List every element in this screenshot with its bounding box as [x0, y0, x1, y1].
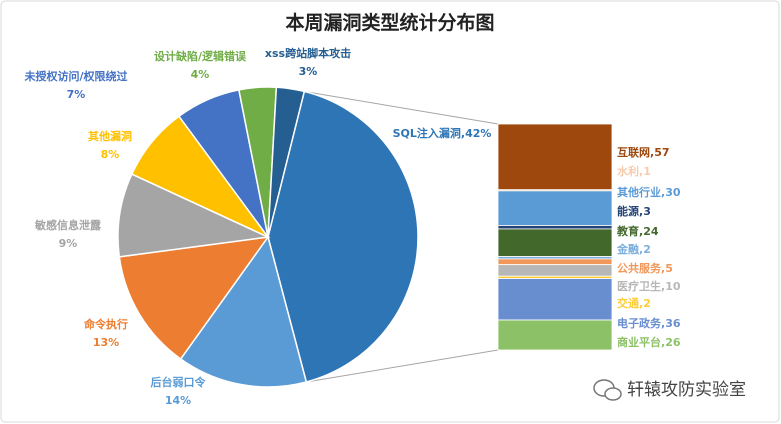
bar-segment — [497, 228, 613, 258]
bar-segment — [497, 258, 613, 266]
watermark: 轩辕攻防实验室 — [627, 380, 746, 400]
bar-segment — [497, 225, 613, 230]
label-separator: , — [661, 336, 665, 349]
label-separator: , — [461, 127, 465, 140]
label-separator: , — [639, 243, 643, 256]
slice-name: 未授权访问/权限绕过 — [23, 69, 127, 83]
slice-name: 后台弱口令 — [151, 375, 207, 389]
slice-value: 42% — [465, 127, 491, 140]
segment-label: 教育,24 — [616, 224, 659, 238]
segment-label: 金融,2 — [616, 242, 651, 256]
label-separator: , — [650, 146, 654, 159]
bar-segment — [497, 319, 613, 351]
segment-label: 电子政务,36 — [617, 316, 681, 330]
segment-value: 2 — [643, 297, 651, 310]
segment-name: 商业平台 — [617, 335, 661, 349]
slice-name: SQL注入漏洞 — [393, 126, 461, 140]
segment-value: 2 — [643, 243, 651, 256]
segment-value: 3 — [643, 205, 651, 218]
segment-label: 能源,3 — [617, 204, 651, 218]
segment-name: 交通 — [617, 296, 639, 310]
pie-slice — [118, 236, 270, 361]
segment-name: 水利 — [617, 164, 639, 178]
segment-label: 商业平台,26 — [617, 335, 681, 349]
segment-name: 教育 — [616, 224, 639, 238]
label-separator: , — [661, 262, 665, 275]
segment-name: 医疗卫生 — [617, 279, 661, 293]
segment-value: 36 — [665, 317, 681, 330]
pie-slice — [267, 90, 419, 383]
slice-name: 命令执行 — [83, 317, 128, 331]
slice-value: 7% — [67, 88, 86, 101]
label-separator: , — [661, 317, 665, 330]
segment-label: 公共服务,5 — [617, 261, 673, 275]
segment-label: 其他行业,30 — [617, 185, 681, 199]
bar-segment — [497, 278, 613, 321]
segment-label: 交通,2 — [617, 296, 651, 310]
bar-segment — [497, 264, 613, 277]
slice-value: 14% — [165, 394, 191, 407]
segment-name: 公共服务 — [617, 261, 662, 275]
chart-title: 本周漏洞类型统计分布图 — [285, 11, 494, 34]
segment-value: 24 — [643, 225, 659, 238]
label-separator: , — [639, 205, 643, 218]
slice-value: 4% — [191, 68, 210, 81]
label-separator: , — [639, 165, 643, 178]
segment-name: 其他行业 — [617, 185, 661, 199]
slice-name: 设计缺陷/逻辑错误 — [154, 49, 247, 63]
segment-name: 能源 — [617, 204, 639, 218]
connector-line — [304, 90, 499, 125]
slice-name: 其他漏洞 — [88, 129, 132, 143]
slice-value: 8% — [101, 148, 120, 161]
segment-label: 互联网,57 — [617, 145, 670, 159]
label-separator: , — [661, 280, 665, 293]
segment-name: 金融 — [616, 242, 639, 256]
label-separator: , — [639, 297, 643, 310]
segment-name: 电子政务 — [617, 316, 662, 330]
watermark-icon — [593, 379, 622, 401]
label-separator: , — [639, 225, 643, 238]
segment-value: 57 — [654, 146, 669, 159]
slice-value: 9% — [59, 237, 78, 250]
segment-name: 互联网 — [617, 145, 650, 159]
segment-label: 水利,1 — [617, 164, 651, 178]
segment-value: 30 — [665, 186, 681, 199]
pie-slice — [117, 173, 271, 258]
bar-segment — [497, 190, 613, 226]
segment-label: 医疗卫生,10 — [617, 279, 681, 293]
slice-value: 3% — [299, 65, 318, 78]
slice-label: SQL注入漏洞,42% — [393, 126, 492, 140]
segment-value: 1 — [643, 165, 651, 178]
segment-value: 26 — [665, 336, 681, 349]
segment-value: 10 — [665, 280, 681, 293]
segment-value: 5 — [665, 262, 673, 275]
slice-value: 13% — [93, 336, 119, 349]
label-separator: , — [661, 186, 665, 199]
slice-name: 敏感信息泄露 — [34, 218, 102, 232]
slice-name: xss跨站脚本攻击 — [265, 46, 351, 60]
connector-line — [306, 349, 499, 383]
bar-segment — [497, 123, 613, 191]
pie-slice — [267, 86, 306, 238]
pie-slice — [179, 235, 308, 388]
